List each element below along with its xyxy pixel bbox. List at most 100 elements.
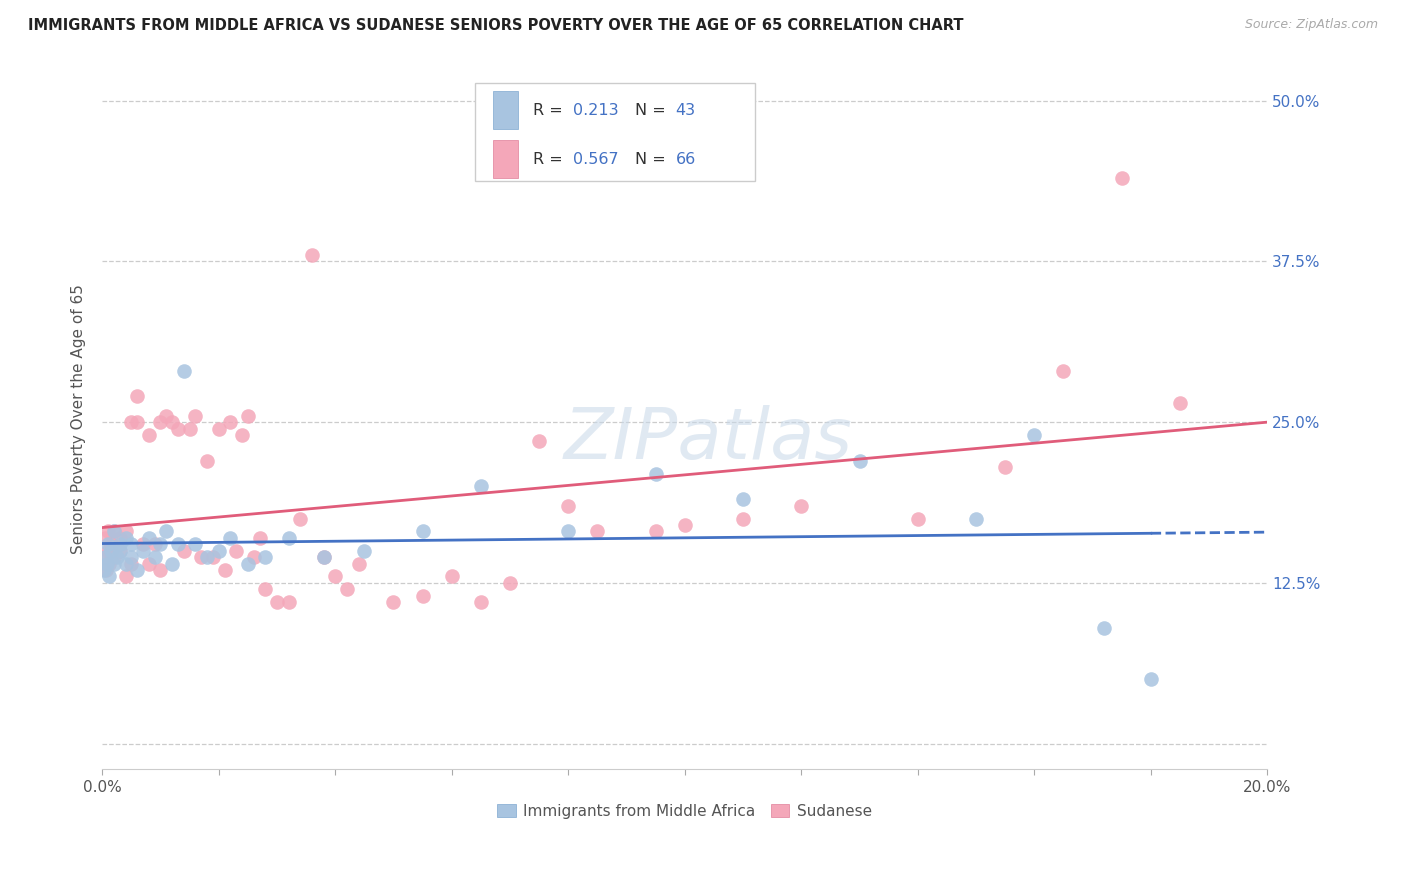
Text: 66: 66	[675, 152, 696, 167]
Text: IMMIGRANTS FROM MIDDLE AFRICA VS SUDANESE SENIORS POVERTY OVER THE AGE OF 65 COR: IMMIGRANTS FROM MIDDLE AFRICA VS SUDANES…	[28, 18, 963, 33]
Point	[254, 582, 277, 597]
Point	[208, 421, 231, 435]
Point	[412, 589, 434, 603]
Point	[160, 415, 183, 429]
Point	[132, 537, 155, 551]
Point	[290, 511, 312, 525]
Text: 0.213: 0.213	[572, 103, 619, 118]
Point	[143, 537, 166, 551]
Point	[108, 537, 131, 551]
Point	[103, 550, 125, 565]
Point	[120, 415, 142, 429]
Point	[557, 499, 579, 513]
Point	[155, 524, 177, 539]
Point	[120, 550, 142, 565]
Point	[266, 595, 288, 609]
Point	[103, 557, 125, 571]
Point	[103, 524, 125, 539]
Point	[114, 569, 136, 583]
Point	[173, 543, 195, 558]
Point	[254, 550, 277, 565]
Text: R =: R =	[533, 103, 568, 118]
Point	[127, 415, 149, 429]
Point	[208, 543, 231, 558]
Point	[195, 453, 218, 467]
Point	[277, 531, 299, 545]
Point	[790, 499, 813, 513]
Point	[236, 409, 259, 423]
Point	[143, 550, 166, 565]
Point	[731, 492, 754, 507]
Point	[1140, 673, 1163, 687]
Point	[127, 389, 149, 403]
Point	[98, 569, 121, 583]
Point	[94, 550, 117, 565]
Text: N =: N =	[634, 103, 671, 118]
Point	[96, 557, 118, 571]
Text: Source: ZipAtlas.com: Source: ZipAtlas.com	[1244, 18, 1378, 31]
Point	[155, 409, 177, 423]
Point	[242, 550, 264, 565]
Point	[173, 364, 195, 378]
Point	[190, 550, 212, 565]
Point	[98, 557, 121, 571]
Point	[108, 543, 131, 558]
Point	[114, 524, 136, 539]
Point	[149, 563, 172, 577]
Point	[1052, 364, 1074, 378]
Text: 0.567: 0.567	[572, 152, 619, 167]
Point	[219, 415, 242, 429]
Point	[167, 537, 190, 551]
Point	[100, 537, 122, 551]
Point	[195, 550, 218, 565]
Y-axis label: Seniors Poverty Over the Age of 65: Seniors Poverty Over the Age of 65	[72, 284, 86, 554]
Point	[1111, 170, 1133, 185]
Point	[138, 531, 160, 545]
Point	[644, 524, 666, 539]
Point	[965, 511, 987, 525]
Text: 43: 43	[675, 103, 696, 118]
Point	[586, 524, 609, 539]
Point	[557, 524, 579, 539]
Point	[673, 518, 696, 533]
Point	[94, 531, 117, 545]
Point	[120, 537, 142, 551]
Point	[103, 524, 125, 539]
FancyBboxPatch shape	[492, 140, 519, 178]
Point	[214, 563, 236, 577]
Point	[225, 543, 247, 558]
Point	[336, 582, 359, 597]
Point	[108, 543, 131, 558]
Point	[96, 563, 118, 577]
FancyBboxPatch shape	[475, 83, 755, 181]
Point	[1092, 621, 1115, 635]
Point	[499, 575, 522, 590]
Text: ZIPatlas: ZIPatlas	[564, 406, 852, 475]
Point	[412, 524, 434, 539]
Point	[994, 460, 1017, 475]
Point	[644, 467, 666, 481]
Point	[236, 557, 259, 571]
Point	[97, 537, 120, 551]
Point	[1024, 428, 1046, 442]
Point	[184, 537, 207, 551]
Point	[907, 511, 929, 525]
Legend: Immigrants from Middle Africa, Sudanese: Immigrants from Middle Africa, Sudanese	[491, 797, 879, 825]
Point	[219, 531, 242, 545]
Point	[108, 531, 131, 545]
Point	[93, 550, 115, 565]
Point	[312, 550, 335, 565]
Point	[440, 569, 463, 583]
Point	[184, 409, 207, 423]
Point	[138, 428, 160, 442]
Point	[149, 415, 172, 429]
Point	[201, 550, 224, 565]
Point	[114, 557, 136, 571]
Point	[353, 543, 375, 558]
Point	[179, 421, 201, 435]
Point	[114, 531, 136, 545]
Point	[93, 563, 115, 577]
Point	[470, 595, 492, 609]
Point	[132, 543, 155, 558]
Point	[138, 557, 160, 571]
